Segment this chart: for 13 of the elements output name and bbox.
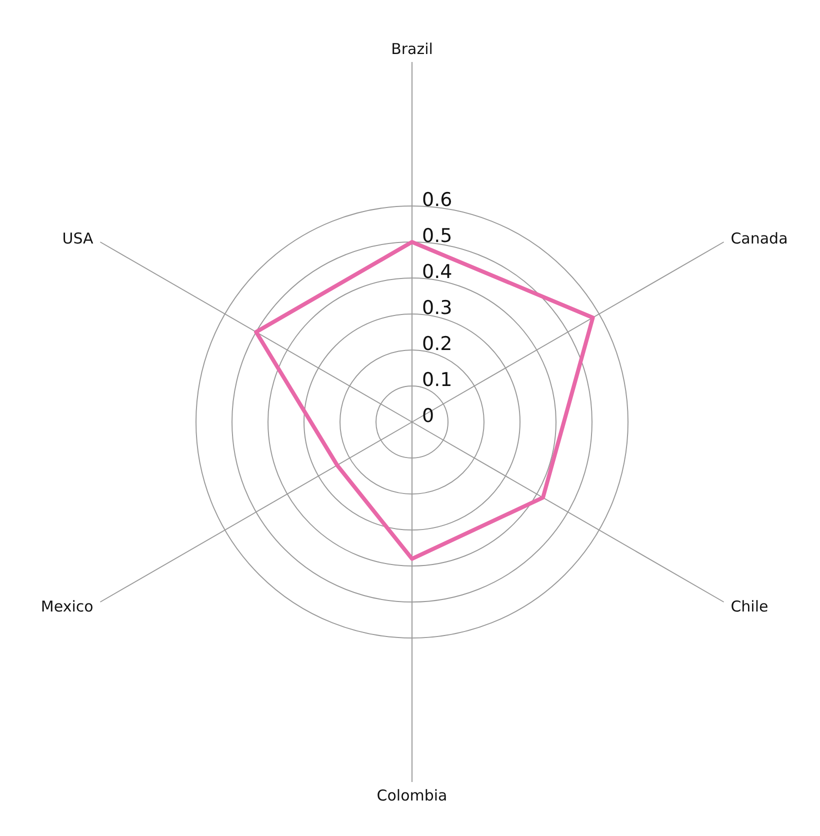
- y-tick-label: 0.5: [422, 225, 452, 247]
- spoke-label: USA: [62, 229, 94, 248]
- y-tick-label: 0.2: [422, 333, 452, 355]
- spoke-label: Colombia: [376, 786, 448, 805]
- spoke-label: Canada: [730, 229, 788, 248]
- y-tick-label: 0.3: [422, 297, 452, 319]
- y-tick-label: 0.4: [422, 261, 452, 283]
- y-tick-label: 0.6: [422, 189, 452, 211]
- spoke-label: Mexico: [40, 597, 94, 616]
- y-tick-label: 0.1: [422, 369, 452, 391]
- spoke-label: Brazil: [391, 40, 433, 58]
- y-tick-label: 0: [422, 405, 434, 427]
- spoke-label: Chile: [730, 597, 768, 616]
